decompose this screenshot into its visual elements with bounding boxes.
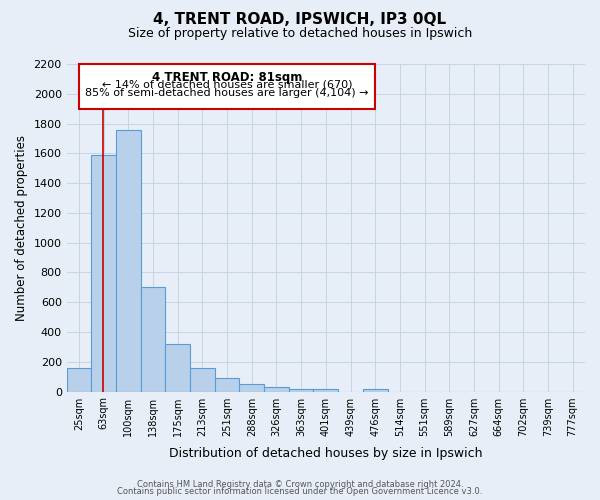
- Text: Contains public sector information licensed under the Open Government Licence v3: Contains public sector information licen…: [118, 488, 482, 496]
- Bar: [215, 378, 239, 392]
- FancyBboxPatch shape: [79, 64, 375, 108]
- Bar: [289, 388, 313, 392]
- Y-axis label: Number of detached properties: Number of detached properties: [15, 135, 28, 321]
- Bar: [239, 384, 264, 392]
- Text: 4, TRENT ROAD, IPSWICH, IP3 0QL: 4, TRENT ROAD, IPSWICH, IP3 0QL: [154, 12, 446, 28]
- Bar: [116, 130, 141, 392]
- Bar: [141, 288, 166, 392]
- Text: ← 14% of detached houses are smaller (670): ← 14% of detached houses are smaller (67…: [102, 80, 352, 90]
- Text: 85% of semi-detached houses are larger (4,104) →: 85% of semi-detached houses are larger (…: [85, 88, 369, 98]
- Text: Size of property relative to detached houses in Ipswich: Size of property relative to detached ho…: [128, 28, 472, 40]
- Bar: [91, 155, 116, 392]
- X-axis label: Distribution of detached houses by size in Ipswich: Distribution of detached houses by size …: [169, 447, 482, 460]
- Text: Contains HM Land Registry data © Crown copyright and database right 2024.: Contains HM Land Registry data © Crown c…: [137, 480, 463, 489]
- Bar: [363, 390, 388, 392]
- Bar: [67, 368, 91, 392]
- Text: 4 TRENT ROAD: 81sqm: 4 TRENT ROAD: 81sqm: [152, 70, 302, 84]
- Bar: [190, 368, 215, 392]
- Bar: [264, 387, 289, 392]
- Bar: [166, 344, 190, 392]
- Bar: [313, 390, 338, 392]
